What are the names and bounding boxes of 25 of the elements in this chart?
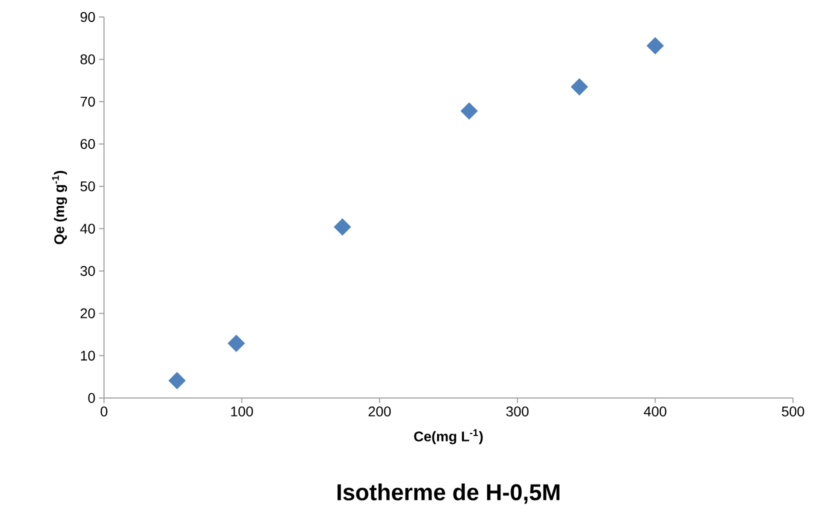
- y-tick-label: 30: [80, 266, 95, 276]
- y-tick-label: 40: [80, 224, 95, 234]
- y-axis-title: Qe (mg g$^{-1}$): [52, 170, 68, 244]
- y-tick-label: 70: [80, 96, 95, 107]
- point: [646, 37, 664, 54]
- y-tick-label: 90: [80, 12, 95, 22]
- y-tick-label: 50: [80, 181, 95, 192]
- x-tick-label: 400: [644, 406, 666, 416]
- y-tick-label: 20: [80, 308, 95, 318]
- x-tick-label: 300: [506, 406, 529, 416]
- x-tick-label: 200: [368, 406, 391, 416]
- point: [168, 372, 186, 390]
- point: [460, 102, 478, 120]
- x-tick-label: 100: [231, 406, 253, 416]
- point: [228, 334, 245, 352]
- point: [334, 218, 352, 236]
- text: Isotherme de H-0,5M: [338, 484, 560, 504]
- point: [570, 78, 588, 96]
- y-tick-label: 10: [80, 350, 95, 361]
- x-tick-label: 0: [100, 406, 108, 416]
- y-tick-label: 0: [88, 393, 95, 403]
- y-tick-label: 80: [80, 54, 95, 64]
- x-tick-label: 500: [782, 406, 804, 416]
- y-tick-label: 60: [80, 139, 95, 149]
- x-axis-title: Ce(mg L$^{-1}$): [414, 429, 483, 444]
